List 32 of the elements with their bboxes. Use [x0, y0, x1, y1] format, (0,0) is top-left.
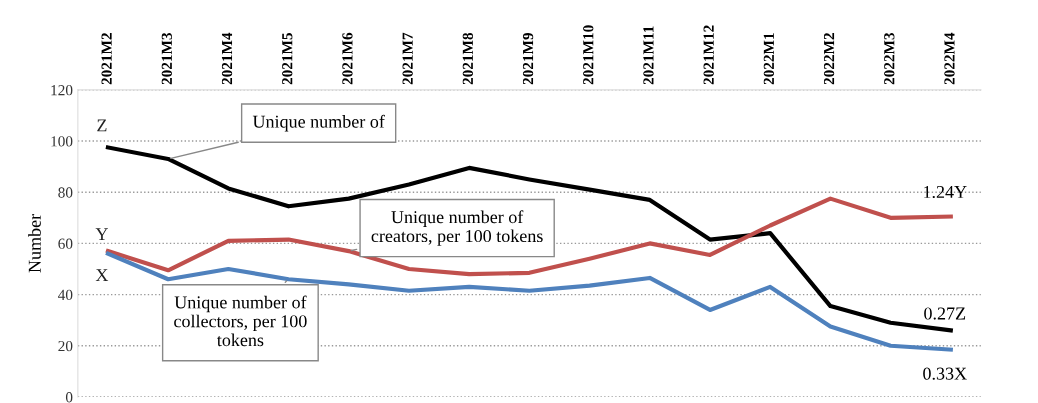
annotation: 1.24Y	[924, 185, 967, 199]
annotation: 0.33X	[923, 367, 967, 380]
x-tick-label: 2021M3	[161, 32, 172, 85]
y-tick-label: 20	[58, 340, 73, 352]
x-tick-label: 2021M7	[402, 32, 413, 85]
y-tick-label: 40	[58, 289, 73, 301]
series-label: Y	[95, 228, 108, 241]
x-tick-label: 2021M11	[643, 26, 654, 85]
x-tick-label: 2021M5	[282, 32, 293, 85]
x-tick-label: 2021M6	[342, 32, 353, 85]
y-tick-label: 0	[65, 392, 73, 403]
series-label: Z	[97, 119, 107, 132]
x-tick-label: 2022M4	[944, 32, 955, 85]
annotation: Unique number of collectors, per 100 tokens	[174, 295, 307, 347]
y-axis-title: Number	[28, 213, 41, 273]
x-tick-label: 2021M9	[522, 32, 534, 85]
x-tick-label: 2021M10	[583, 25, 594, 85]
x-tick-label: 2021M4	[221, 32, 233, 85]
x-tick-label: 2022M1	[763, 33, 775, 85]
x-tick-label: 2021M2	[101, 33, 112, 85]
series-label: X	[95, 269, 109, 282]
y-tick-label: 80	[58, 187, 73, 198]
y-tick-label: 120	[51, 85, 73, 96]
y-tick-label: 60	[58, 238, 73, 249]
x-tick-label: 2022M3	[884, 32, 895, 85]
x-tick-label: 2021M12	[703, 25, 714, 85]
x-tick-label: 2021M8	[462, 32, 473, 85]
y-tick-label: 100	[51, 136, 73, 147]
annotation: Unique number of creators, per 100 tokens	[371, 210, 543, 246]
annotation: Unique number of	[252, 114, 385, 132]
x-tick-label: 2022M2	[823, 33, 835, 85]
annotation: 0.27Z	[924, 307, 966, 320]
